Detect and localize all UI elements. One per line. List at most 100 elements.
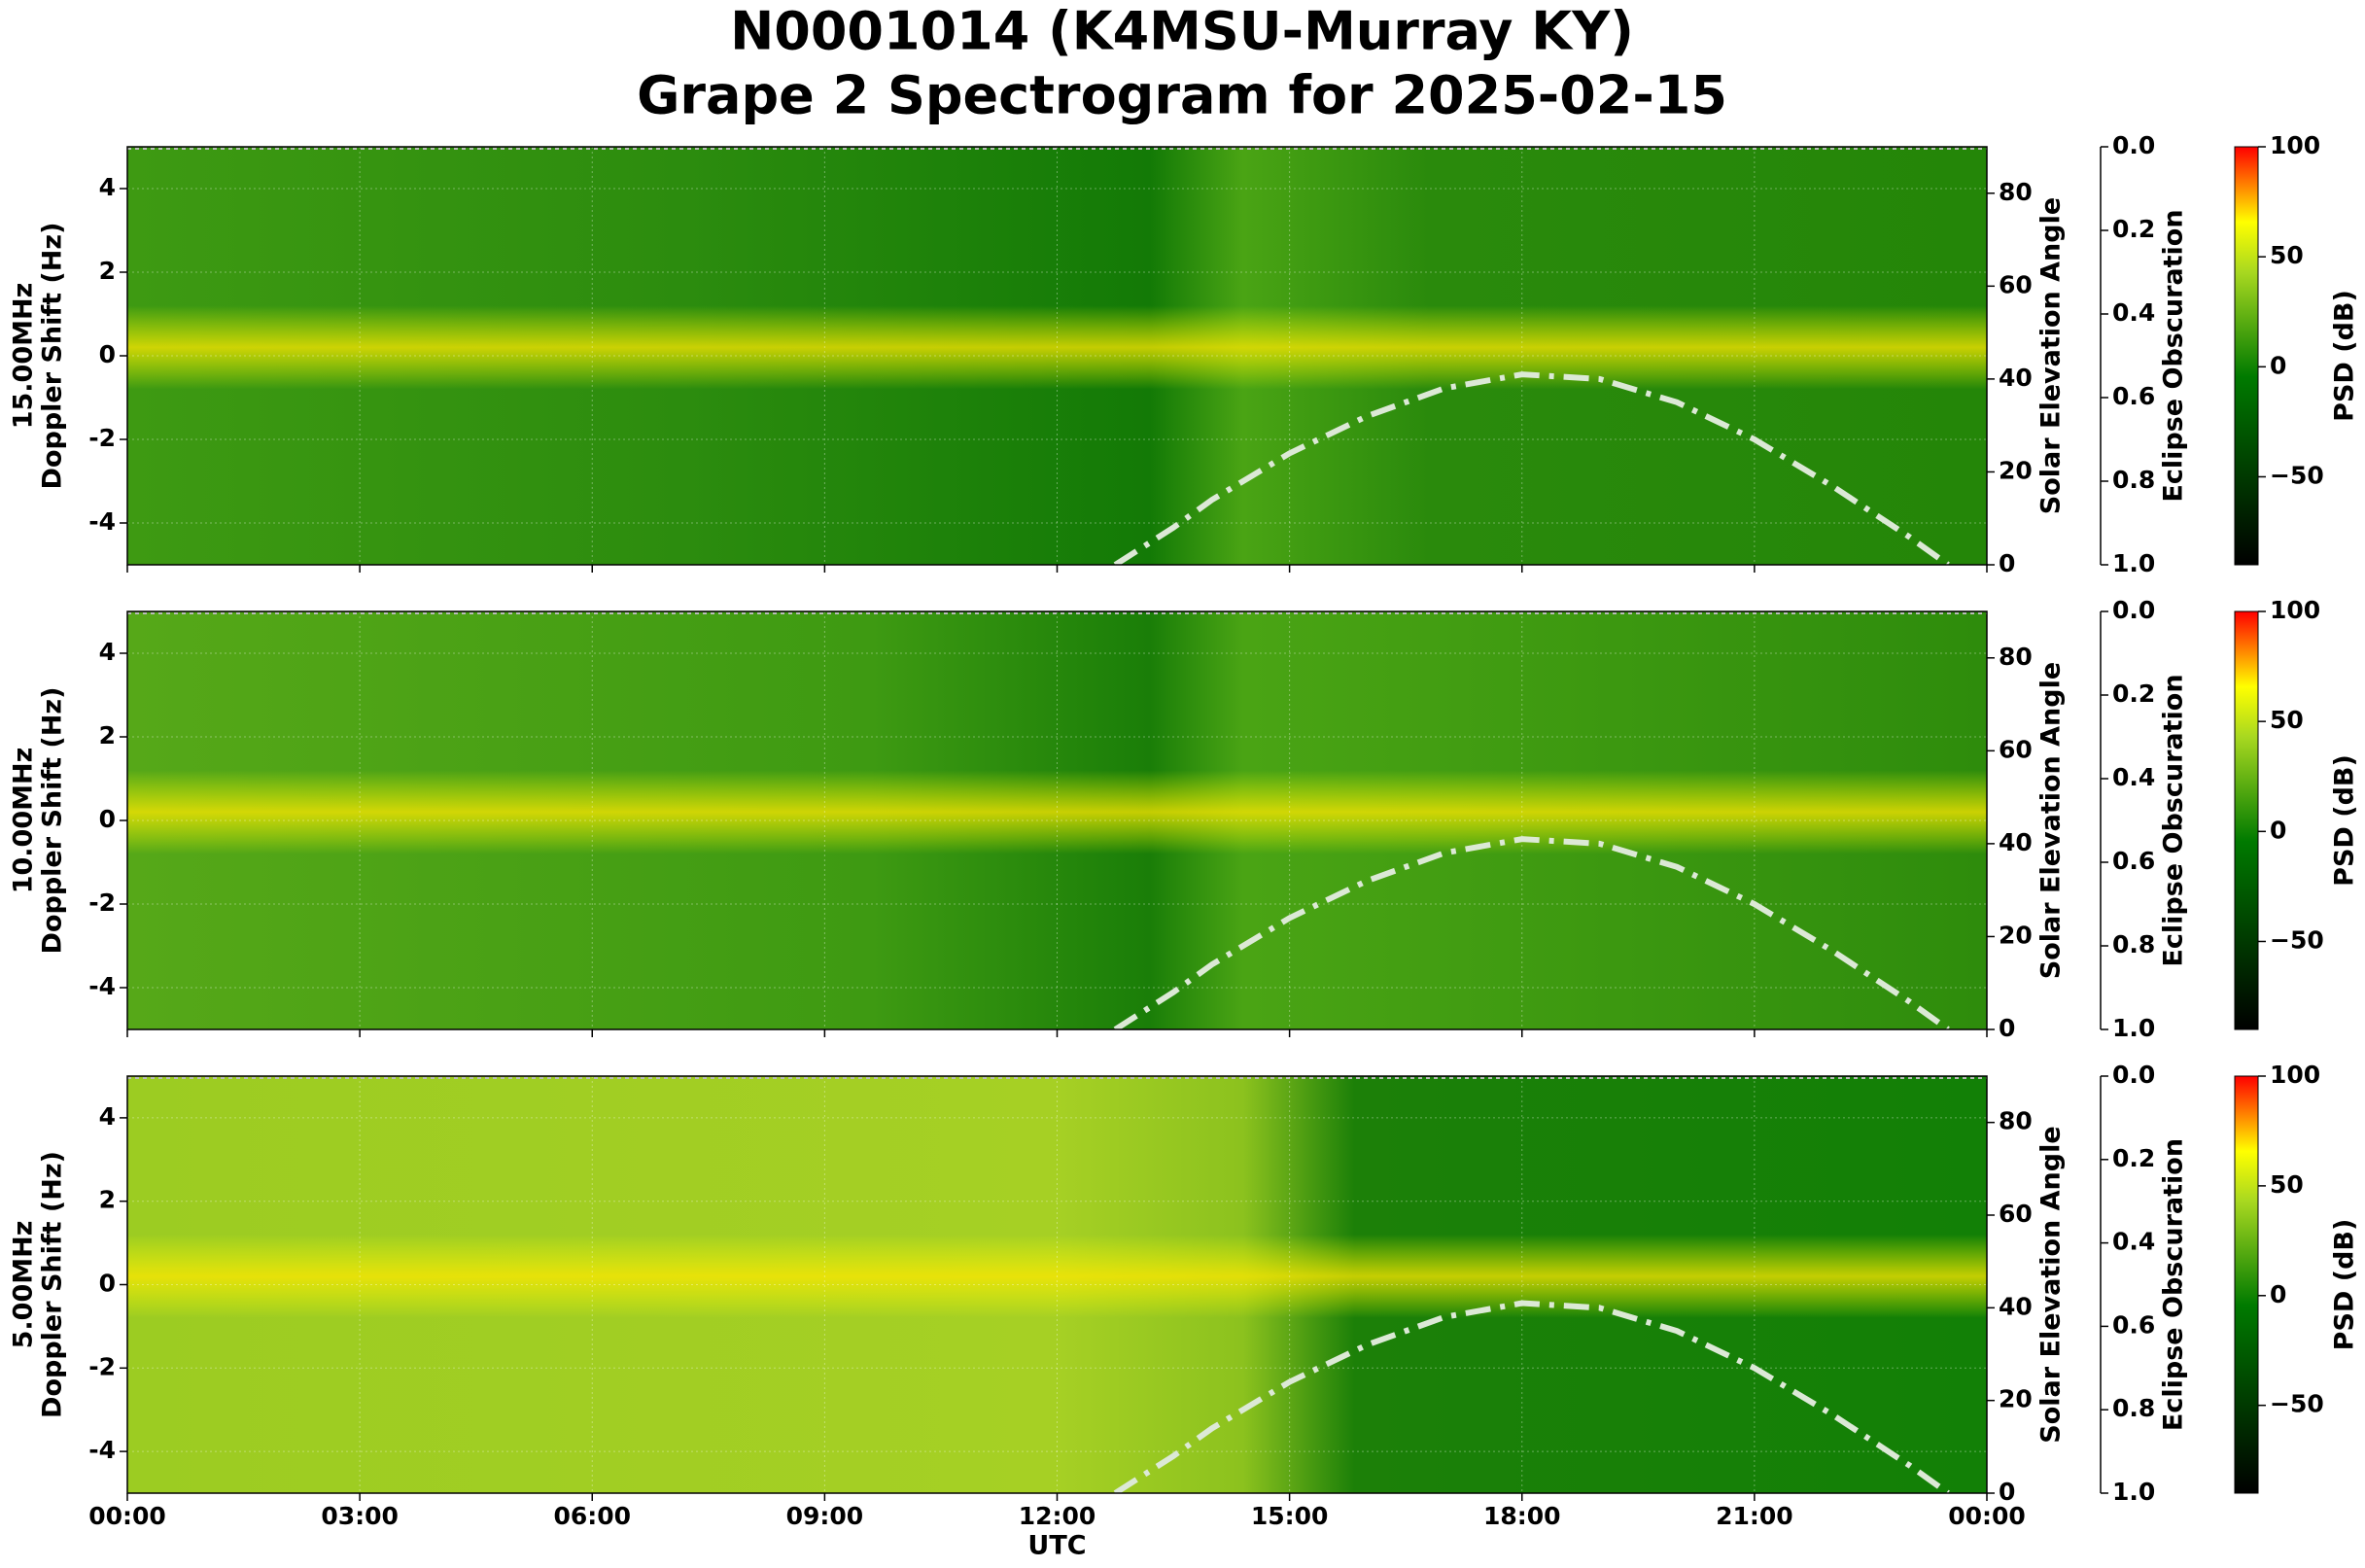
x-tick-label: 09:00 xyxy=(786,1502,864,1530)
y-tick-label: -4 xyxy=(88,1436,116,1464)
y-label: Doppler Shift (Hz) xyxy=(38,1151,68,1418)
y2-tick-label: 60 xyxy=(1999,1200,2033,1228)
y2-tick-label: 60 xyxy=(1999,735,2033,763)
x-tick-label: 18:00 xyxy=(1483,1502,1561,1530)
colorbar-tick-label: −50 xyxy=(2270,925,2324,954)
y2-tick-label: 40 xyxy=(1999,828,2033,856)
y-label: Doppler Shift (Hz) xyxy=(38,687,68,955)
colorbar-tick-label: 100 xyxy=(2270,1061,2320,1089)
colorbar-label: PSD (dB) xyxy=(2330,1219,2360,1351)
y-tick-label: -4 xyxy=(88,972,116,1000)
y-tick-label: 0 xyxy=(99,340,116,368)
y-tick-label: 0 xyxy=(99,1270,116,1298)
y2-label: Solar Elevation Angle xyxy=(2036,662,2067,979)
colorbar-tick-label: 50 xyxy=(2270,1170,2304,1199)
y-label: 5.00MHz xyxy=(9,1221,39,1349)
y2-tick-label: 40 xyxy=(1999,1292,2033,1320)
colorbar-label: PSD (dB) xyxy=(2330,754,2360,887)
y2-label: Solar Elevation Angle xyxy=(2036,197,2067,514)
y-tick-label: 2 xyxy=(99,1186,116,1214)
y-tick-label: 4 xyxy=(99,638,116,666)
plot-frame xyxy=(126,610,1988,1030)
colorbar-tick-label: 100 xyxy=(2270,596,2320,624)
y3-label: Eclipse Obscuration xyxy=(2159,1138,2189,1431)
colorbar-tick-label: 50 xyxy=(2270,241,2304,269)
y3-tick-label: 0.8 xyxy=(2112,466,2155,494)
y3-tick-label: 0.2 xyxy=(2112,215,2155,243)
y2-tick-label: 20 xyxy=(1999,1385,2033,1413)
y3-tick-label: 0.0 xyxy=(2112,596,2155,624)
y2-tick-label: 80 xyxy=(1999,178,2033,206)
x-tick-label: 03:00 xyxy=(321,1502,399,1530)
y-tick-label: -2 xyxy=(88,889,116,917)
y3-tick-label: 0.4 xyxy=(2112,298,2155,327)
y2-tick-label: 0 xyxy=(1999,549,2015,577)
y3-tick-label: 1.0 xyxy=(2112,1478,2155,1506)
y-tick-label: -4 xyxy=(88,507,116,536)
y2-label: Solar Elevation Angle xyxy=(2036,1126,2067,1443)
y2-tick-label: 80 xyxy=(1999,643,2033,671)
y-label: 15.00MHz xyxy=(9,283,39,430)
colorbar xyxy=(2234,146,2259,566)
y-tick-label: 4 xyxy=(99,1102,116,1131)
y3-tick-label: 0.4 xyxy=(2112,1228,2155,1256)
colorbar-tick-label: −50 xyxy=(2270,1390,2324,1418)
colorbar-tick-label: 100 xyxy=(2270,131,2320,159)
y2-tick-label: 20 xyxy=(1999,456,2033,484)
y2-tick-label: 80 xyxy=(1999,1107,2033,1135)
y3-tick-label: 0.4 xyxy=(2112,763,2155,791)
colorbar-label: PSD (dB) xyxy=(2330,290,2360,422)
y3-tick-label: 0.0 xyxy=(2112,131,2155,159)
y-tick-label: 2 xyxy=(99,257,116,285)
colorbar-tick-label: 0 xyxy=(2270,1280,2286,1308)
x-tick-label: 21:00 xyxy=(1716,1502,1793,1530)
y3-tick-label: 0.6 xyxy=(2112,1310,2155,1339)
colorbar xyxy=(2234,1075,2259,1494)
x-tick-label: 12:00 xyxy=(1019,1502,1096,1530)
x-tick-label: 15:00 xyxy=(1251,1502,1329,1530)
colorbar xyxy=(2234,610,2259,1030)
y-tick-label: 4 xyxy=(99,173,116,201)
y3-tick-label: 0.2 xyxy=(2112,1144,2155,1172)
x-tick-label: 00:00 xyxy=(88,1502,166,1530)
x-label: UTC xyxy=(1027,1531,1086,1561)
y3-tick-label: 0.8 xyxy=(2112,930,2155,958)
spectrogram-band xyxy=(127,305,1987,390)
y-label: Doppler Shift (Hz) xyxy=(38,223,68,490)
plot-frame xyxy=(126,1075,1988,1494)
chart-subtitle: Grape 2 Spectrogram for 2025-02-15 xyxy=(637,65,1727,126)
colorbar-tick-label: 0 xyxy=(2270,351,2286,379)
y2-tick-label: 60 xyxy=(1999,270,2033,298)
y3-label: Eclipse Obscuration xyxy=(2159,674,2189,966)
y-tick-label: -2 xyxy=(88,1352,116,1380)
y3-tick-label: 0.6 xyxy=(2112,382,2155,410)
y3-tick-label: 0.6 xyxy=(2112,847,2155,875)
y3-tick-label: 1.0 xyxy=(2112,1014,2155,1042)
y3-tick-label: 0.0 xyxy=(2112,1061,2155,1089)
y-label: 10.00MHz xyxy=(9,748,39,894)
plot-frame xyxy=(126,146,1988,566)
spectrogram-band xyxy=(127,770,1987,854)
spectrogram-band xyxy=(127,1235,1987,1318)
solar-elevation-line xyxy=(1113,1300,1950,1493)
solar-elevation-line xyxy=(1113,836,1950,1029)
y2-tick-label: 0 xyxy=(1999,1478,2015,1506)
x-tick-label: 06:00 xyxy=(553,1502,631,1530)
colorbar-tick-label: 0 xyxy=(2270,816,2286,844)
y3-tick-label: 0.2 xyxy=(2112,679,2155,708)
colorbar-tick-label: 50 xyxy=(2270,706,2304,734)
chart-title: N0001014 (K4MSU-Murray KY) xyxy=(730,1,1634,62)
y-tick-label: 0 xyxy=(99,805,116,833)
y3-tick-label: 0.8 xyxy=(2112,1394,2155,1422)
y3-tick-label: 1.0 xyxy=(2112,549,2155,577)
y2-tick-label: 40 xyxy=(1999,364,2033,392)
colorbar-tick-label: −50 xyxy=(2270,461,2324,489)
x-tick-label: 00:00 xyxy=(1948,1502,2026,1530)
solar-elevation-line xyxy=(1113,371,1950,565)
y-tick-label: 2 xyxy=(99,721,116,749)
y2-tick-label: 0 xyxy=(1999,1014,2015,1042)
y2-tick-label: 20 xyxy=(1999,921,2033,949)
y3-label: Eclipse Obscuration xyxy=(2159,209,2189,502)
y-tick-label: -2 xyxy=(88,424,116,452)
